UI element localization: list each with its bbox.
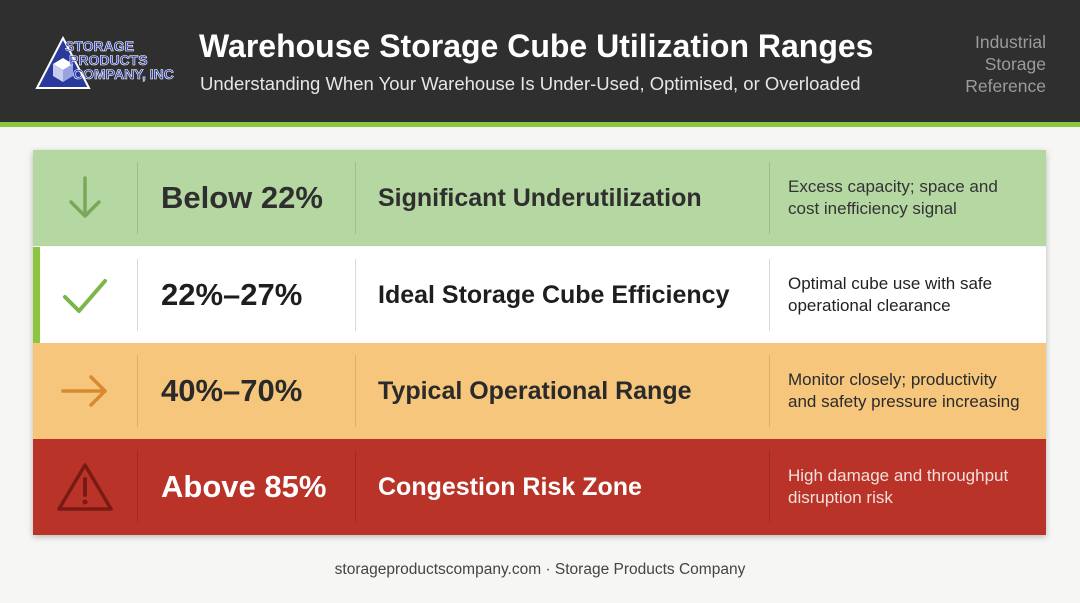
range-value: Below 22% [161, 180, 323, 215]
arrow-right-icon [61, 375, 107, 407]
range-label: Ideal Storage Cube Efficiency [378, 281, 730, 309]
description-line: High damage and throughput [788, 466, 1009, 485]
page-subtitle: Understanding When Your Warehouse Is Und… [200, 73, 861, 94]
footer: storageproductscompany.com · Storage Pro… [334, 561, 746, 578]
cell-divider [355, 355, 356, 427]
description-line: and safety pressure increasing [788, 392, 1020, 411]
cell-divider [137, 451, 138, 523]
table-row: 40%–70% Typical Operational Range Monito… [33, 343, 1046, 439]
range-description: Monitor closely; productivity and safety… [788, 369, 1043, 413]
description-line: disruption risk [788, 488, 893, 507]
side-note: Industrial Storage Reference [916, 31, 1046, 97]
range-description: High damage and throughput disruption ri… [788, 465, 1043, 509]
range-label: Typical Operational Range [378, 377, 692, 405]
cell-divider [137, 162, 138, 234]
highlight-accent [33, 247, 40, 343]
cell-divider [137, 259, 138, 331]
accent-bar [0, 122, 1080, 127]
range-description: Excess capacity; space and cost ineffici… [788, 176, 1043, 220]
table-row: 22%–27% Ideal Storage Cube Efficiency Op… [33, 247, 1046, 343]
cell-divider [355, 259, 356, 331]
cell-divider [769, 451, 770, 523]
warning-icon [57, 463, 113, 511]
page-title: Warehouse Storage Cube Utilization Range… [199, 28, 874, 64]
cell-divider [137, 355, 138, 427]
cell-divider [769, 162, 770, 234]
logo-text-line-3: COMPANY, INC [73, 66, 174, 82]
utilization-table: Below 22% Significant Underutilization E… [33, 150, 1046, 535]
side-note-line: Reference [965, 76, 1046, 96]
logo-text-line-2: PRODUCTS [69, 52, 148, 68]
cell-divider [769, 259, 770, 331]
description-line: Monitor closely; productivity [788, 370, 997, 389]
range-label: Significant Underutilization [378, 184, 702, 212]
cell-divider [355, 162, 356, 234]
table-row: Above 85% Congestion Risk Zone High dama… [33, 439, 1046, 535]
table-row: Below 22% Significant Underutilization E… [33, 150, 1046, 246]
checkmark-icon [63, 279, 107, 313]
description-line: Excess capacity; space and [788, 177, 998, 196]
range-label: Congestion Risk Zone [378, 473, 642, 501]
cell-divider [355, 451, 356, 523]
range-value: 22%–27% [161, 277, 303, 312]
side-note-line: Industrial [974, 32, 1046, 52]
description-line: cost inefficiency signal [788, 199, 957, 218]
description-line: Optimal cube use with safe [788, 274, 993, 293]
logo-text-line-1: STORAGE [65, 38, 134, 54]
cell-divider [769, 355, 770, 427]
side-note-line: Storage [984, 54, 1046, 74]
arrow-down-icon [69, 176, 101, 218]
description-line: operational clearance [788, 296, 951, 315]
header: STORAGE PRODUCTS COMPANY, INC Warehouse … [0, 0, 1080, 122]
range-value: Above 85% [161, 469, 327, 504]
company-logo: STORAGE PRODUCTS COMPANY, INC [35, 35, 174, 89]
range-value: 40%–70% [161, 373, 303, 408]
range-description: Optimal cube use with safe operational c… [788, 273, 1043, 317]
